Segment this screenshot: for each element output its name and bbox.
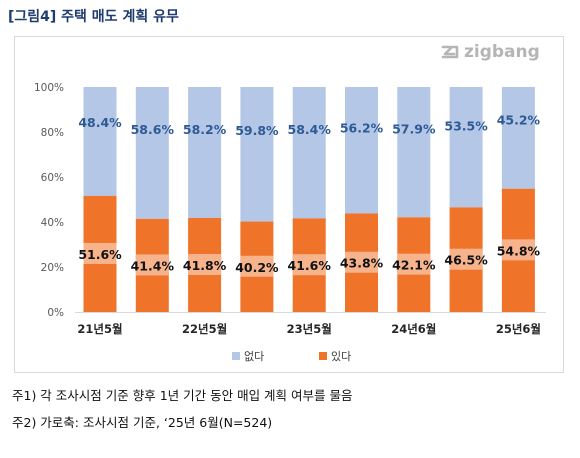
chart-title: [그림4] 주택 매도 계획 유무 xyxy=(8,9,179,25)
x-tick-label: 23년5월 xyxy=(287,322,332,336)
y-tick-label: 0% xyxy=(47,307,64,319)
bar-none xyxy=(188,87,222,218)
data-label-none: 56.2% xyxy=(340,120,384,135)
data-label-none: 58.2% xyxy=(183,122,227,137)
bar-none xyxy=(345,87,378,214)
x-tick-label: 25년6월 xyxy=(496,322,541,336)
y-tick-label: 80% xyxy=(41,127,64,139)
data-label-have: 54.8% xyxy=(497,243,541,258)
legend-swatch xyxy=(232,352,240,360)
zigbang-logo-icon xyxy=(441,45,459,59)
footnote-1: 주1) 각 조사시점 기준 향후 1년 기간 동안 매입 계획 여부를 물음 xyxy=(12,388,353,403)
data-label-have: 40.2% xyxy=(235,260,279,275)
data-label-have: 51.6% xyxy=(78,247,122,262)
bar-have-label-band xyxy=(188,253,222,275)
data-label-have: 41.6% xyxy=(288,258,332,273)
data-label-none: 58.6% xyxy=(131,122,175,137)
bar-have-label-band xyxy=(397,253,431,275)
logo-text: zigbang xyxy=(464,42,540,62)
bar-have-label-band xyxy=(345,251,378,273)
bar-none xyxy=(449,87,483,208)
bar-have-label-band xyxy=(501,239,535,261)
legend-label: 없다 xyxy=(244,350,264,363)
data-label-have: 41.4% xyxy=(131,258,175,273)
x-tick-label: 24년6월 xyxy=(391,322,436,336)
y-tick-label: 20% xyxy=(41,262,64,274)
legend-swatch xyxy=(319,352,327,360)
data-label-none: 59.8% xyxy=(235,123,279,138)
footnote-2: 주2) 가로축: 조사시점 기준, ‘25년 6월(N=524) xyxy=(12,415,273,430)
bar-none xyxy=(501,87,535,189)
bar-none xyxy=(240,87,274,222)
bar-have-label-band xyxy=(292,254,326,276)
data-label-none: 45.2% xyxy=(497,113,541,128)
data-label-none: 57.9% xyxy=(392,122,436,137)
data-label-have: 41.8% xyxy=(183,258,227,273)
data-label-have: 46.5% xyxy=(444,253,488,268)
data-label-none: 48.4% xyxy=(78,115,122,130)
data-label-have: 43.8% xyxy=(340,256,384,271)
bar-have-label-band xyxy=(449,248,483,270)
bar-none xyxy=(135,87,169,219)
legend-label: 있다 xyxy=(331,350,351,363)
bar-none xyxy=(397,87,431,218)
zigbang-logo: zigbang xyxy=(440,42,540,62)
y-tick-label: 40% xyxy=(41,217,64,229)
bar-have-label-band xyxy=(83,242,117,264)
data-label-have: 42.1% xyxy=(392,258,436,273)
bar-none xyxy=(292,87,326,219)
data-label-none: 58.4% xyxy=(288,122,332,137)
bar-none xyxy=(83,87,117,196)
y-tick-label: 60% xyxy=(41,172,64,184)
bar-have-label-band xyxy=(240,255,274,277)
x-tick-label: 22년5월 xyxy=(182,322,227,336)
data-label-none: 53.5% xyxy=(444,119,488,134)
x-tick-label: 21년5월 xyxy=(77,322,122,336)
bar-have-label-band xyxy=(135,254,169,276)
y-tick-label: 100% xyxy=(34,82,64,94)
